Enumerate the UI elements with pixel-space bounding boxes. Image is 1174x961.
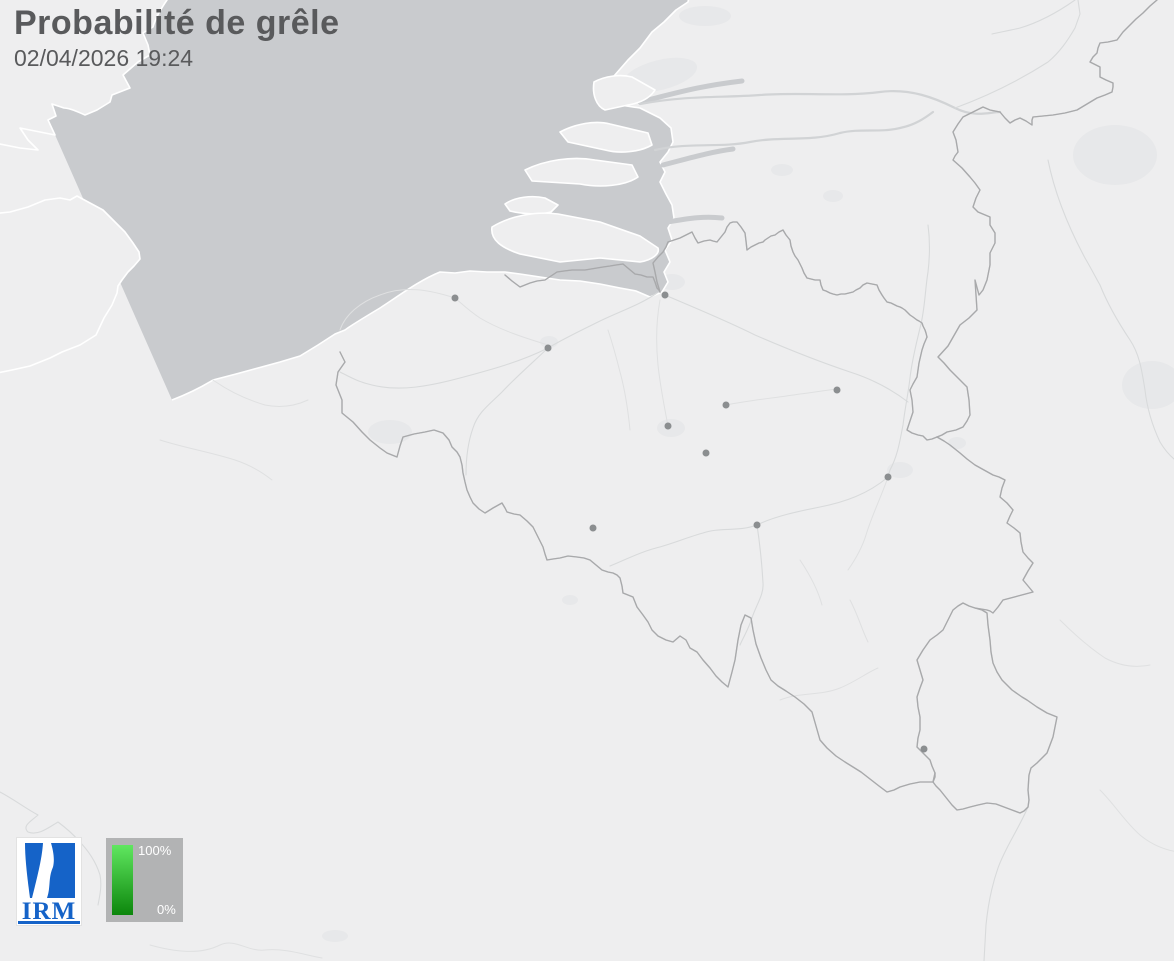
city-marker (664, 422, 672, 430)
city-marker (833, 386, 841, 394)
probability-legend: 100% 0% (106, 838, 183, 922)
city-marker (702, 449, 710, 457)
england (0, 0, 168, 374)
timestamp: 02/04/2026 19:24 (14, 44, 194, 71)
irm-logo-text: IRM (22, 898, 76, 925)
city-marker (589, 524, 597, 532)
irm-logo-underline (18, 921, 80, 924)
city-marker (753, 521, 761, 529)
irm-logo: IRM (16, 837, 82, 926)
legend-min-label: 0% (157, 902, 176, 917)
page-title: Probabilité de grêle (14, 4, 340, 42)
legend-max-label: 100% (138, 843, 172, 858)
city-marker (661, 291, 669, 299)
city-markers (451, 291, 928, 753)
city-marker (920, 745, 928, 753)
city-marker (451, 294, 459, 302)
zeeland-islands (491, 74, 660, 263)
header: Probabilité de grêle 02/04/2026 19:24 (14, 4, 340, 72)
city-marker (544, 344, 552, 352)
city-marker (722, 401, 730, 409)
country-borders (335, 0, 1158, 814)
irm-logo-graphic: IRM (18, 843, 80, 925)
probability-gradient-bar (112, 845, 133, 915)
irm-logo-river-shapes (25, 843, 75, 898)
delta-channels (637, 78, 745, 225)
city-marker (884, 473, 892, 481)
